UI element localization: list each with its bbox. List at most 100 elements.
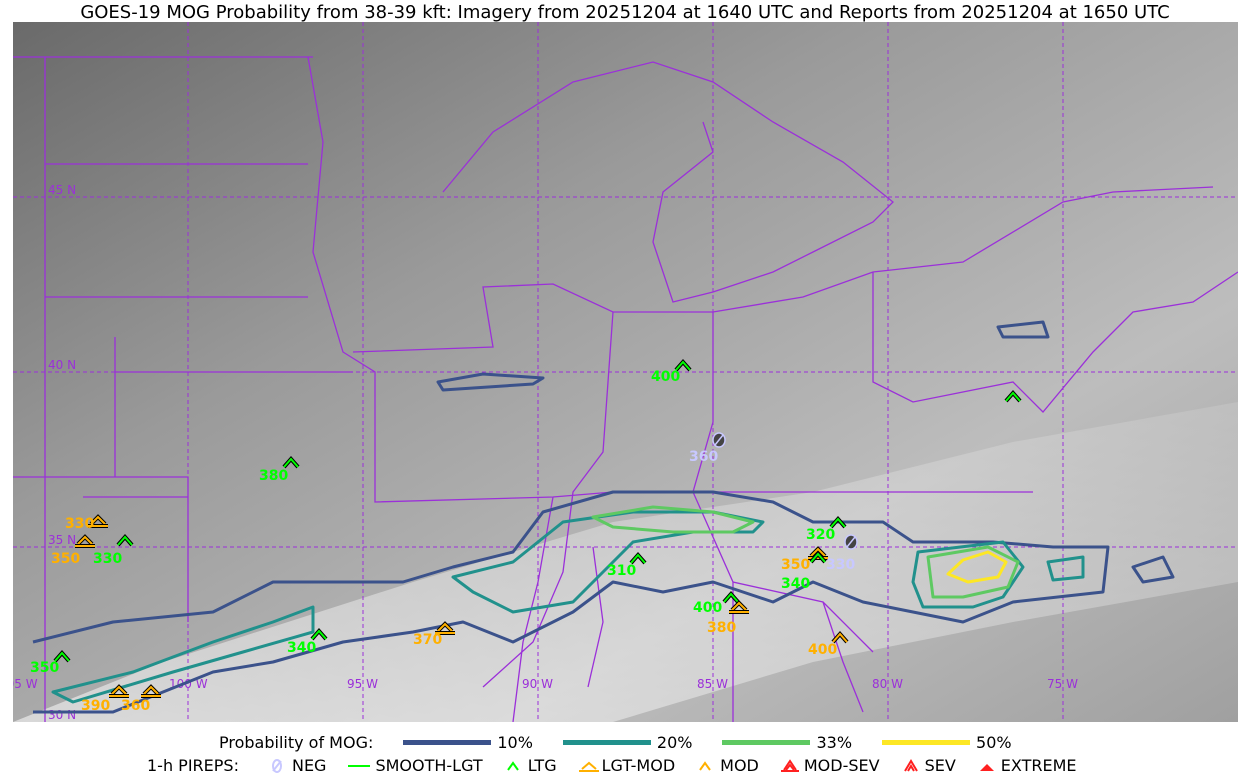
pirep-ltg[interactable] xyxy=(1004,389,1022,403)
contour-10pct xyxy=(996,320,1050,339)
pirep-lgt-mod[interactable]: 370 xyxy=(413,621,455,648)
legend-label: EXTREME xyxy=(1000,756,1077,775)
pirep-ltg[interactable]: 320 xyxy=(806,515,847,543)
pirep-symbol-icon xyxy=(311,629,327,640)
cloud-band xyxy=(13,402,1238,722)
double-caret-bar-icon xyxy=(780,758,799,772)
pirep-mod[interactable]: 400 xyxy=(808,630,849,658)
pirep-symbol-icon xyxy=(630,553,646,564)
pirep-symbol-icon xyxy=(714,434,724,446)
pireps-legend: 1-h PIREPS: NEG SMOOTH-LGT LTG LGT-MOD MOD MO… xyxy=(0,756,1250,775)
pireps-legend-label: 1-h PIREPS: xyxy=(147,756,239,775)
pirep-altitude: 370 xyxy=(413,632,442,648)
lon-label: 75 W xyxy=(1047,677,1078,691)
pirep-symbol-icon xyxy=(810,547,826,557)
legend-label: SMOOTH-LGT xyxy=(375,756,483,775)
contour-33pct xyxy=(591,505,755,534)
pirep-ltg[interactable]: 330 xyxy=(93,533,134,567)
pirep-symbol-icon xyxy=(111,685,127,695)
legend-swatch-33pct xyxy=(722,740,811,745)
legend-label: MOD xyxy=(720,756,759,775)
lon-label: 105 W xyxy=(13,677,38,691)
pirep-ltg[interactable]: 340 xyxy=(287,627,328,656)
pirep-symbol-icon xyxy=(437,622,453,632)
neg-icon xyxy=(271,758,282,773)
pirep-altitude: 390 xyxy=(81,698,110,714)
pirep-lgt-mod[interactable]: 360 xyxy=(121,684,161,714)
pirep-altitude: 360 xyxy=(689,449,718,465)
legend-swatch-20pct xyxy=(562,740,651,745)
pirep-altitude: 340 xyxy=(781,576,810,592)
legend-item-ltg: LTG xyxy=(505,756,557,775)
pirep-ltg[interactable]: 340 xyxy=(781,550,827,592)
pirep-ltg[interactable]: 380 xyxy=(259,455,300,484)
pirep-altitude: 350 xyxy=(781,557,810,573)
pirep-ltg[interactable]: 350 xyxy=(30,649,71,676)
caret-icon xyxy=(699,760,711,771)
line-icon xyxy=(348,764,371,767)
legend-item-lgt-mod: LGT-MOD xyxy=(578,756,676,775)
contour-10pct xyxy=(32,490,1110,714)
pirep-symbol-icon xyxy=(830,517,846,528)
pirep-altitude: 360 xyxy=(121,698,150,714)
triangle-icon xyxy=(979,763,994,771)
legend-label: SEV xyxy=(924,756,956,775)
pirep-symbol-icon xyxy=(723,592,739,603)
pirep-symbol-icon xyxy=(675,360,691,371)
pirep-ltg[interactable]: 400 xyxy=(693,590,740,616)
pirep-altitude: 330 xyxy=(93,551,122,567)
contour-20pct xyxy=(1046,555,1085,582)
map-title: GOES-19 MOG Probability from 38-39 kft: … xyxy=(80,2,1170,23)
legend-item-mod: MOD xyxy=(697,756,759,775)
legend-label: 20% xyxy=(656,733,693,752)
lat-lon-grid xyxy=(13,22,1238,722)
lon-label: 100 W xyxy=(169,677,208,691)
lat-label: 30 N xyxy=(48,708,76,722)
legend-label: 50% xyxy=(976,733,1012,752)
legend-swatch-50pct xyxy=(882,740,971,745)
pirep-symbol-icon xyxy=(810,552,826,563)
lat-label: 45 N xyxy=(48,183,76,197)
pirep-neg[interactable]: 330 xyxy=(826,534,858,573)
pirep-altitude: 400 xyxy=(651,369,680,385)
contour-50pct xyxy=(946,550,1008,584)
legend-label: 33% xyxy=(816,733,853,752)
pirep-symbol-icon xyxy=(77,535,93,545)
pirep-neg[interactable]: 360 xyxy=(689,432,726,465)
lat-label: 40 N xyxy=(48,358,76,372)
pirep-lgt-mod[interactable]: 390 xyxy=(81,684,129,714)
legend-item-smooth-lgt: SMOOTH-LGT xyxy=(348,756,483,775)
legend-label: 10% xyxy=(497,733,533,752)
pirep-symbol-icon xyxy=(54,651,70,662)
probability-legend-label: Probability of MOG: xyxy=(219,733,374,752)
pirep-ltg[interactable]: 400 xyxy=(651,358,692,385)
lon-label: 85 W xyxy=(697,677,728,691)
pirep-altitude: 310 xyxy=(607,563,636,579)
contour-33pct xyxy=(926,545,1020,599)
legend-label: LTG xyxy=(527,756,557,775)
pirep-lgt-mod[interactable]: 350 xyxy=(781,546,828,573)
legend-swatch-10pct xyxy=(403,740,492,745)
pirep-symbol-icon xyxy=(832,632,848,643)
contour-10pct xyxy=(436,372,545,392)
pirep-altitude: 330 xyxy=(826,557,855,573)
pirep-altitude: 320 xyxy=(806,527,835,543)
pirep-altitude: 350 xyxy=(30,660,59,676)
lat-label: 35 N xyxy=(48,533,76,547)
pirep-symbol-icon xyxy=(1005,391,1021,402)
contour-10pct xyxy=(1131,555,1175,584)
pirep-altitude: 330 xyxy=(65,516,94,532)
pirep-ltg[interactable]: 310 xyxy=(607,551,647,579)
satellite-map: 105 W 100 W 95 W 90 W 85 W 80 W 75 W 45 … xyxy=(13,22,1238,722)
pirep-altitude: 400 xyxy=(808,642,837,658)
legend-item-sev: SEV xyxy=(902,756,956,775)
pirep-altitude: 340 xyxy=(287,640,316,656)
pirep-lgt-mod[interactable]: 330 xyxy=(65,514,108,532)
pirep-lgt-mod[interactable]: 380 xyxy=(707,600,749,636)
lon-label: 95 W xyxy=(347,677,378,691)
pirep-lgt-mod[interactable]: 350 xyxy=(51,534,95,567)
probability-legend: Probability of MOG: 10% 20% 33% 50% xyxy=(0,733,1250,752)
legend-label: LGT-MOD xyxy=(601,756,676,775)
double-caret-icon xyxy=(903,758,918,772)
pirep-symbol-icon xyxy=(90,515,106,525)
